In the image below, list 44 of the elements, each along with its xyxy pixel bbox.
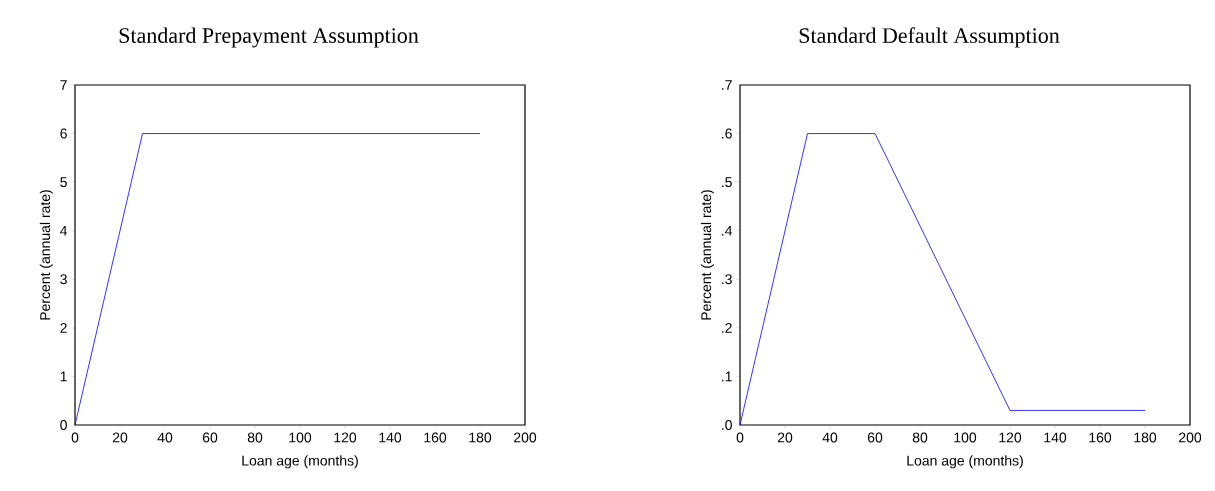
y-axis-title: Percent (annual rate) — [700, 190, 714, 320]
x-tick-label: 60 — [202, 432, 218, 443]
x-tick-label: 100 — [289, 432, 312, 443]
x-tick-label: 80 — [912, 432, 928, 443]
chart-title: Standard Default Assumption — [799, 27, 1060, 48]
x-tick-label: 160 — [1089, 432, 1112, 443]
y-tick-label: .0 — [722, 420, 732, 430]
x-tick-label: 0 — [71, 432, 79, 443]
y-tick-label: 3 — [60, 274, 67, 285]
x-tick-label: 0 — [736, 432, 744, 443]
x-tick-label: 40 — [822, 432, 838, 443]
y-tick-label: 0 — [60, 420, 67, 430]
y-tick-label: .4 — [722, 225, 733, 236]
y-tick-label: .3 — [722, 274, 732, 285]
y-tick-label: 7 — [60, 80, 67, 90]
y-tick-label: 1 — [60, 371, 67, 382]
x-tick-label: 20 — [777, 432, 793, 443]
x-tick-label: 40 — [157, 432, 173, 443]
x-tick-label: 180 — [1134, 432, 1157, 443]
x-tick-label: 180 — [469, 432, 492, 443]
y-tick-label: .2 — [722, 322, 732, 333]
y-tick-label: .1 — [722, 371, 732, 382]
x-axis-title: Loan age (months) — [907, 455, 1023, 469]
x-tick-label: 20 — [112, 432, 128, 443]
y-axis-title: Percent (annual rate) — [39, 190, 53, 320]
x-tick-label: 200 — [1179, 432, 1202, 443]
x-tick-label: 60 — [867, 432, 883, 443]
x-tick-label: 200 — [514, 432, 537, 443]
y-tick-label: 2 — [60, 322, 67, 333]
y-tick-label: .5 — [722, 177, 732, 188]
y-tick-label: .6 — [722, 128, 732, 139]
y-tick-label: .7 — [722, 80, 732, 90]
chart-title: Standard Prepayment Assumption — [119, 27, 419, 48]
x-axis-title: Loan age (months) — [242, 455, 358, 469]
x-tick-label: 160 — [424, 432, 447, 443]
x-tick-label: 120 — [999, 432, 1022, 443]
y-tick-label: 5 — [60, 177, 67, 188]
y-tick-label: 4 — [60, 225, 68, 236]
x-tick-label: 140 — [1044, 432, 1067, 443]
x-tick-label: 100 — [954, 432, 977, 443]
y-tick-label: 6 — [60, 128, 67, 139]
x-tick-label: 80 — [247, 432, 263, 443]
x-tick-label: 140 — [379, 432, 402, 443]
x-tick-label: 120 — [334, 432, 357, 443]
